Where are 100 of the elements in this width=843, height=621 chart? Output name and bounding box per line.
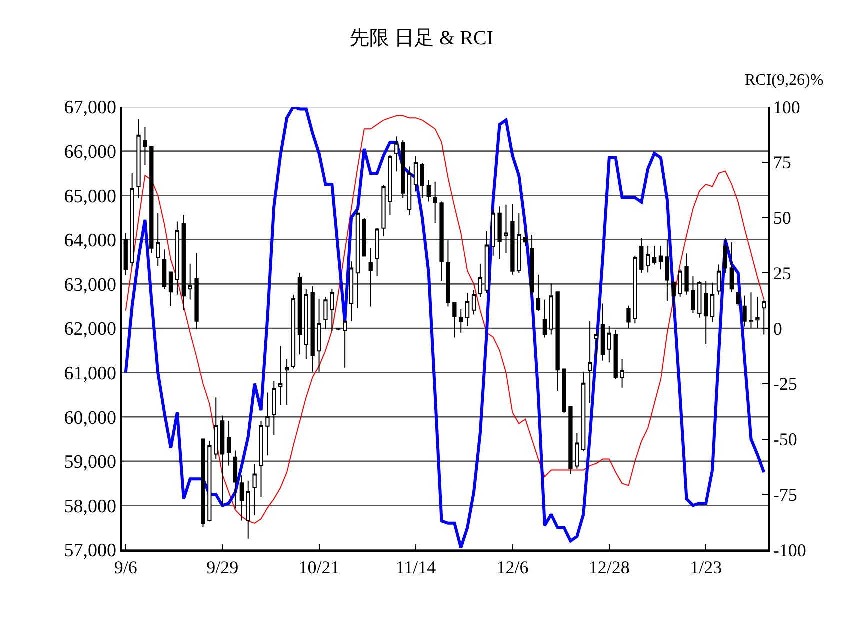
- candlestick: [600, 303, 606, 362]
- candlestick: [536, 274, 541, 312]
- candlestick: [233, 450, 238, 510]
- candlestick: [136, 118, 141, 199]
- candlestick: [188, 263, 192, 300]
- candlestick: [742, 295, 747, 328]
- candlestick: [588, 320, 592, 404]
- candlestick: [749, 292, 754, 329]
- y-tick-label: 61,000: [64, 363, 116, 384]
- y-tick-label: 58,000: [64, 496, 116, 518]
- candlestick: [420, 162, 425, 199]
- candlestick: [652, 246, 657, 266]
- candlestick: [446, 239, 450, 308]
- candlestick: [498, 206, 502, 260]
- candlestick: [556, 292, 560, 392]
- candlestick: [472, 290, 476, 316]
- chart-title: 先限 日足 & RCI: [350, 27, 494, 50]
- x-tick-label: 10/21: [298, 557, 340, 578]
- candlestick: [252, 464, 257, 516]
- candlestick: [478, 263, 483, 298]
- candlestick: [401, 140, 406, 199]
- y-tick-label: 64,000: [64, 230, 116, 252]
- y2-axis-title: RCI(9,26)%: [745, 72, 824, 89]
- y2-tick-label: 50: [773, 208, 792, 228]
- candlestick: [665, 239, 670, 302]
- candlestick: [562, 368, 566, 414]
- candlestick: [640, 238, 644, 274]
- y-tick-label: 57,000: [64, 540, 116, 562]
- candlestick: [291, 294, 296, 370]
- candlestick: [394, 136, 399, 172]
- y-tick-label: 67,000: [64, 98, 116, 119]
- candlestick: [259, 420, 264, 498]
- candlestick: [607, 326, 612, 364]
- candlestick: [452, 302, 457, 338]
- candlestick: [698, 281, 702, 318]
- candlestick: [388, 154, 392, 216]
- y-tick-label: 65,000: [64, 186, 116, 208]
- x-tick-label: 12/6: [496, 557, 529, 578]
- candlestick: [626, 305, 631, 329]
- candlestick: [246, 480, 250, 540]
- candlestick: [156, 212, 160, 267]
- candlestick: [646, 246, 650, 274]
- candlestick: [510, 204, 515, 276]
- x-tick-label: 12/28: [588, 557, 630, 578]
- candlestick: [278, 346, 283, 406]
- candlestick: [723, 238, 728, 274]
- candlestick: [658, 246, 664, 270]
- candlestick: [730, 242, 734, 293]
- candlestick: [298, 272, 302, 356]
- candlestick: [362, 218, 366, 257]
- y2-tick-label: 25: [773, 263, 792, 284]
- y2-tick-label: -75: [773, 484, 798, 505]
- candlestick: [240, 475, 244, 522]
- candlestick: [620, 359, 624, 388]
- candlestick: [382, 184, 386, 237]
- candlestick: [168, 272, 174, 307]
- candlestick: [736, 292, 740, 306]
- candlestick: [284, 359, 290, 406]
- candlestick: [568, 406, 573, 475]
- candlestick: [356, 209, 360, 309]
- candlestick: [201, 438, 206, 528]
- y-tick-label: 60,000: [64, 408, 116, 429]
- candlestick: [524, 230, 528, 248]
- y2-tick-label: -50: [773, 430, 798, 450]
- candlestick: [226, 420, 232, 466]
- y-tick-label: 63,000: [64, 274, 116, 296]
- candlestick: [710, 282, 715, 323]
- candlestick: [407, 166, 412, 216]
- candlestick: [716, 264, 722, 296]
- candlestick: [349, 261, 354, 322]
- candlestick: [465, 292, 470, 327]
- candlestick: [691, 276, 696, 314]
- candlestick: [678, 269, 682, 298]
- y-tick-label: 59,000: [64, 452, 116, 474]
- candlestick: [433, 181, 438, 224]
- candlestick: [491, 209, 496, 256]
- candlestick: [368, 248, 373, 308]
- candlestick: [530, 234, 534, 296]
- x-tick-label: 9/29: [206, 557, 239, 578]
- candlestick: [375, 228, 380, 277]
- candlestick: [194, 252, 199, 330]
- candlestick: [124, 232, 128, 276]
- candlestick: [517, 212, 522, 274]
- y2-tick-label: -100: [773, 540, 806, 560]
- y-tick-label: 62,000: [64, 319, 116, 340]
- candlestick: [162, 249, 167, 290]
- candlestick: [317, 298, 322, 372]
- candlestick: [614, 330, 618, 380]
- candlestick: [182, 214, 186, 311]
- candlestick: [324, 296, 328, 330]
- y-tick-label: 66,000: [64, 142, 116, 163]
- candlestick: [756, 296, 760, 329]
- candlestick: [684, 253, 689, 296]
- candlestick: [704, 281, 708, 345]
- candlestick: [549, 283, 554, 336]
- candlestick: [575, 432, 580, 470]
- candlestick: [208, 440, 212, 522]
- candlestick: [426, 180, 431, 202]
- x-tick-label: 9/6: [114, 557, 138, 578]
- candlestick: [594, 328, 599, 358]
